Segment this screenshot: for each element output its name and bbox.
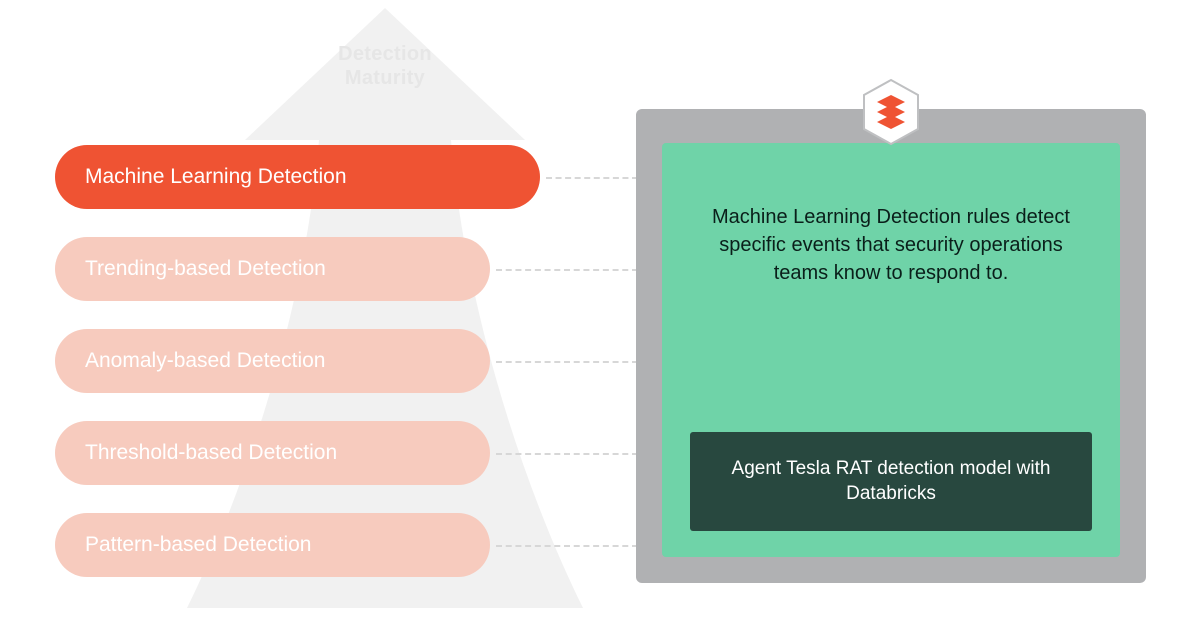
arrow-label: Detection Maturity bbox=[145, 42, 625, 90]
pill-anomaly[interactable]: Anomaly-based Detection bbox=[55, 329, 490, 393]
arrow-label-line2: Maturity bbox=[345, 67, 425, 89]
pill-threshold[interactable]: Threshold-based Detection bbox=[55, 421, 490, 485]
pill-trending[interactable]: Trending-based Detection bbox=[55, 237, 490, 301]
panel-description: Machine Learning Detection rules detect … bbox=[690, 203, 1092, 287]
pill-pattern[interactable]: Pattern-based Detection bbox=[55, 513, 490, 577]
detection-pill-list: Machine Learning Detection Trending-base… bbox=[55, 145, 560, 577]
panel-callout: Agent Tesla RAT detection model with Dat… bbox=[690, 432, 1092, 531]
detail-panel: Machine Learning Detection rules detect … bbox=[636, 109, 1146, 583]
detail-panel-inner: Machine Learning Detection rules detect … bbox=[662, 143, 1120, 557]
arrow-label-line1: Detection bbox=[338, 43, 432, 65]
pill-machine-learning[interactable]: Machine Learning Detection bbox=[55, 145, 540, 209]
layers-icon bbox=[877, 95, 905, 129]
databricks-hex-icon bbox=[861, 78, 921, 146]
